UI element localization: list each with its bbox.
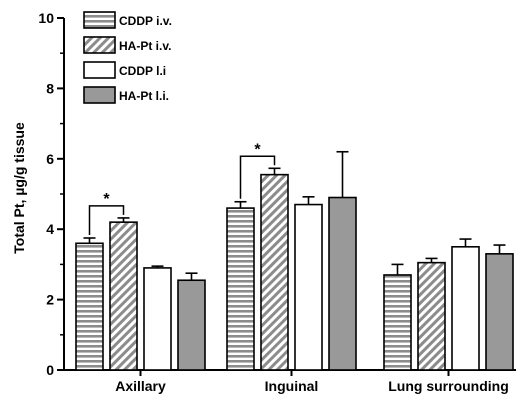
legend-swatch [83, 61, 116, 79]
bar [383, 274, 412, 371]
legend-swatch [83, 11, 116, 29]
bars-group [75, 150, 514, 371]
bar [328, 196, 357, 371]
significance-annotations: ** [88, 141, 276, 235]
bar [177, 279, 206, 371]
y-tick-label: 2 [46, 292, 54, 308]
bar [260, 173, 289, 371]
significance-star: * [254, 141, 261, 158]
y-tick-label: 10 [38, 10, 54, 26]
legend-label: HA-Pt l.i. [119, 89, 169, 103]
significance-star: * [103, 191, 110, 208]
legend-swatch [83, 86, 116, 104]
y-tick-label: 4 [46, 221, 54, 237]
legend: CDDP i.v. HA-Pt i.v. CDDP l.i HA-Pt l.i. [83, 11, 172, 104]
y-axis: 0 2 4 6 8 10 [38, 10, 65, 378]
significance-bracket [239, 155, 276, 199]
x-axis: Axillary Inguinal Lung surrounding [64, 369, 516, 394]
bar [109, 221, 138, 371]
legend-label: CDDP i.v. [119, 14, 172, 28]
y-axis-title: Total Pt, µg/g tissue [11, 122, 27, 254]
y-tick-label: 6 [46, 151, 54, 167]
bar [451, 246, 480, 371]
bar [226, 207, 255, 371]
x-category-label: Lung surrounding [388, 378, 509, 394]
x-category-label: Inguinal [265, 378, 319, 394]
x-category-label: Axillary [115, 378, 166, 394]
bar [143, 267, 172, 371]
bar [417, 261, 446, 371]
bar [75, 242, 104, 371]
y-tick-label: 0 [46, 362, 54, 378]
legend-label: HA-Pt i.v. [119, 39, 171, 53]
significance-bracket [88, 205, 125, 235]
legend-label: CDDP l.i [119, 64, 166, 78]
y-tick-label: 8 [46, 80, 54, 96]
bar [485, 253, 514, 371]
bar [294, 203, 323, 371]
legend-swatch [83, 36, 116, 54]
